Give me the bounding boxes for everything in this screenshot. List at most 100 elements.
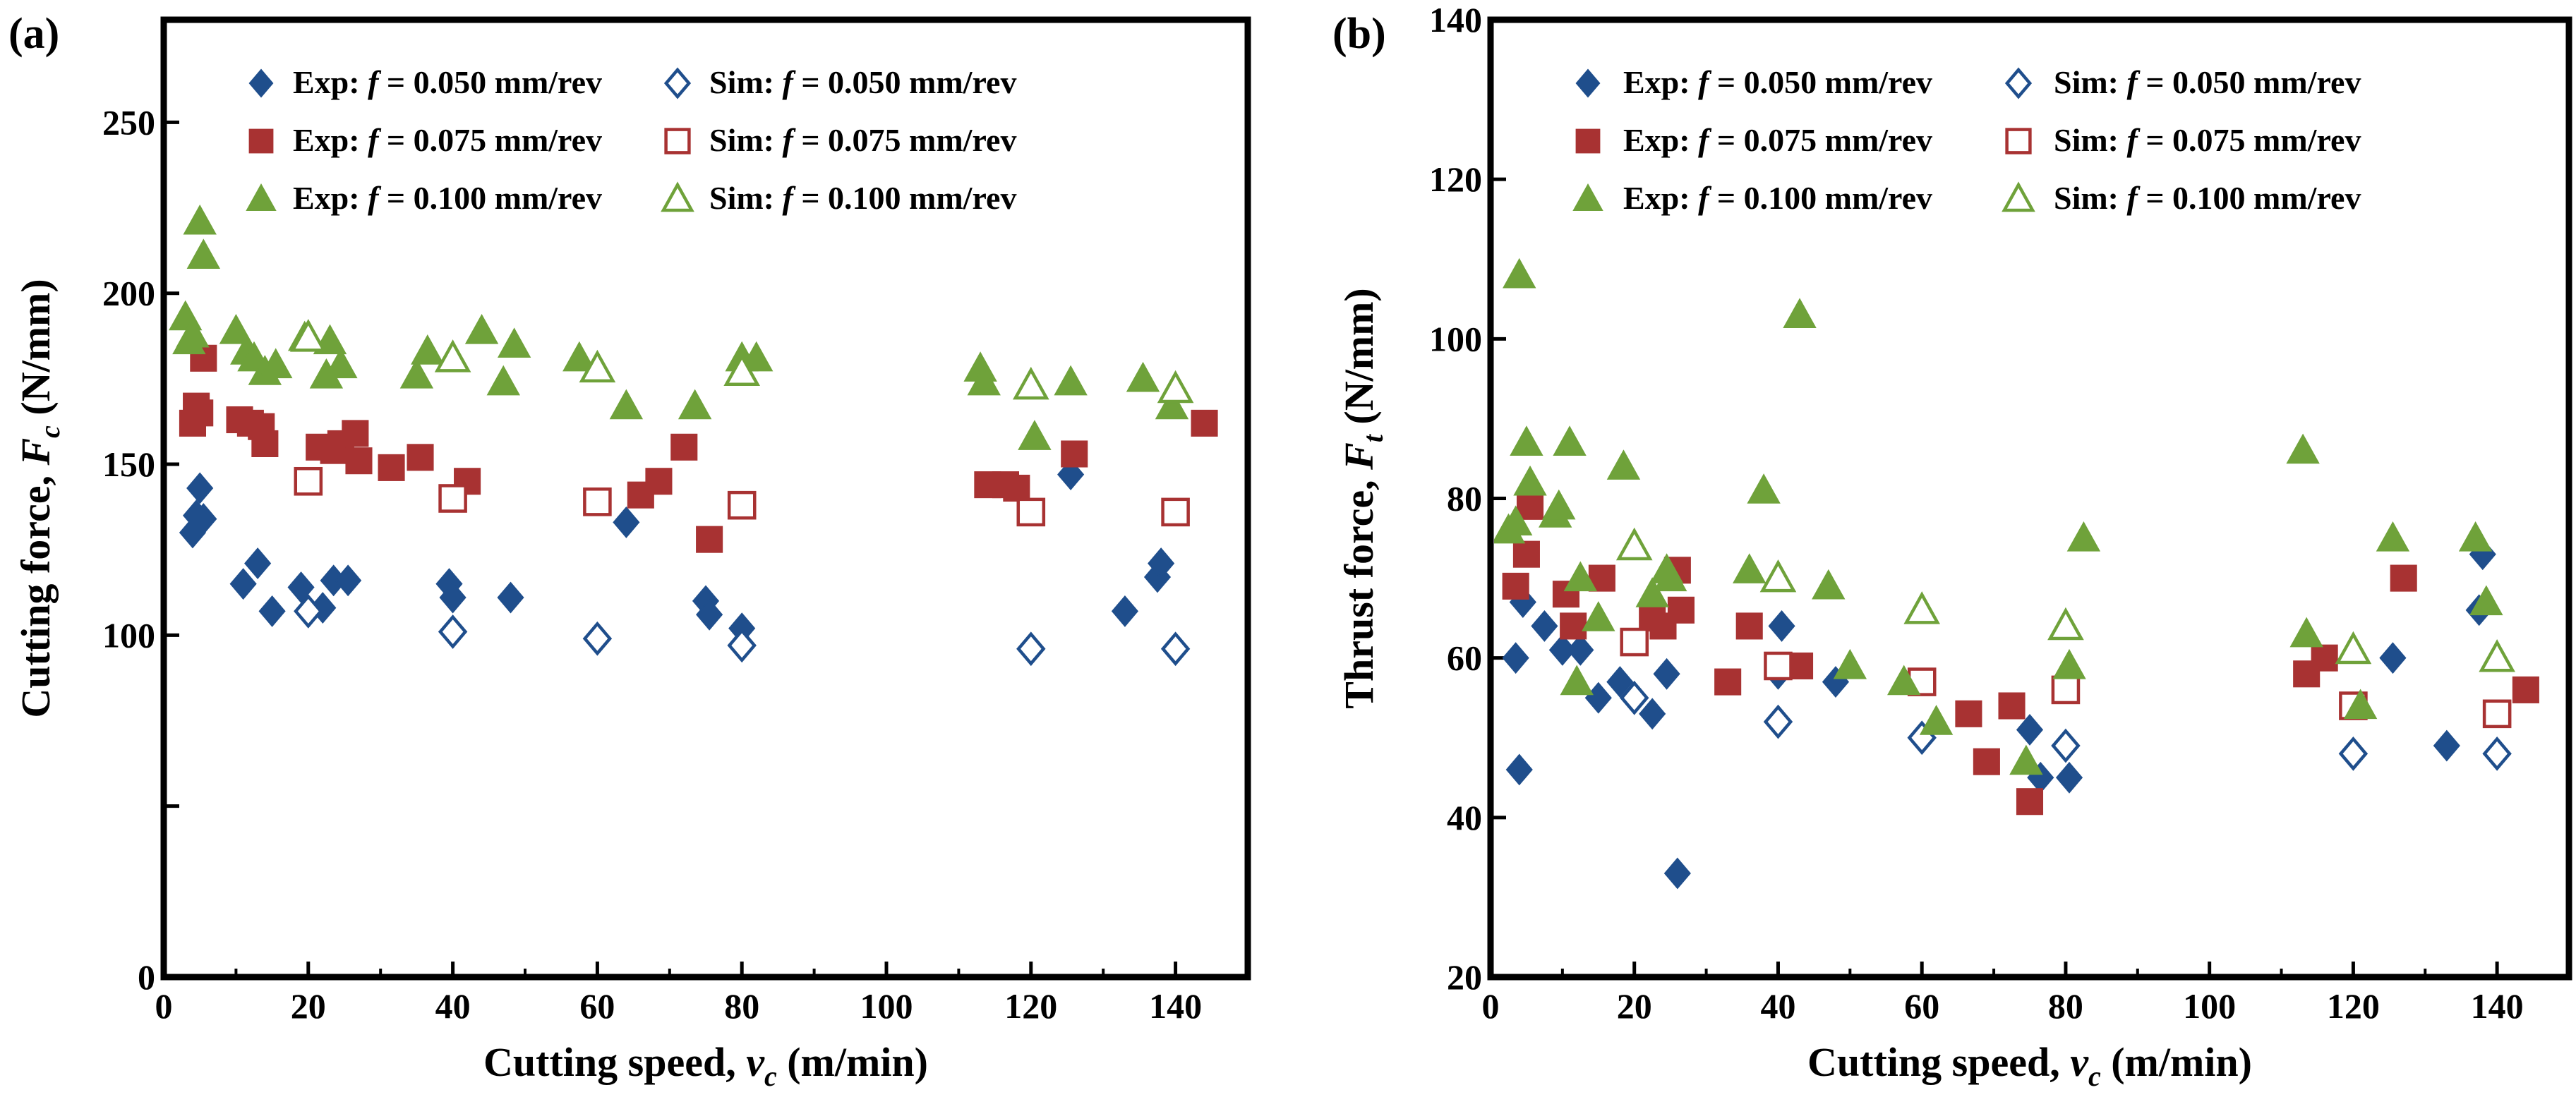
sim-triangle-point xyxy=(2335,631,2372,665)
legend-sim-triangle-marker xyxy=(661,181,694,212)
exp-triangle-point xyxy=(464,313,499,344)
exp-triangle-point xyxy=(2066,521,2101,552)
exp-triangle-point xyxy=(1542,489,1576,520)
sim-diamond-point xyxy=(2482,736,2512,771)
exp-diamond-point xyxy=(1663,857,1691,890)
legend-exp-triangle-marker xyxy=(246,183,277,211)
sim-triangle-point xyxy=(2047,607,2084,641)
sim-triangle-point xyxy=(579,349,616,383)
exp-triangle-point xyxy=(739,341,774,372)
x-tick-label: 120 xyxy=(1004,986,1057,1026)
sim-triangle-point xyxy=(1157,370,1194,404)
exp-diamond-point xyxy=(1505,753,1533,786)
exp-triangle-point xyxy=(1887,665,1921,696)
sim-triangle-point xyxy=(2479,639,2515,672)
exp-square-point xyxy=(1560,612,1587,640)
exp-triangle-point xyxy=(399,358,434,389)
exp-square-point xyxy=(2293,660,2321,688)
exp-triangle-point xyxy=(1054,365,1088,396)
exp-square-point xyxy=(342,420,369,447)
exp-square-point xyxy=(454,468,481,495)
sim-square-point xyxy=(1161,497,1190,527)
exp-square-point xyxy=(1667,596,1695,624)
y-axis-title: Cutting force, Fc (N/mm) xyxy=(13,279,66,717)
sim-triangle-point xyxy=(289,319,327,352)
exp-diamond-point xyxy=(1548,634,1576,666)
exp-diamond-point xyxy=(287,571,315,603)
exp-square-point xyxy=(1973,748,2000,775)
legend-exp-diamond-marker xyxy=(1575,68,1601,98)
exp-square-point xyxy=(1502,572,1529,600)
sim-square-point xyxy=(1016,497,1046,527)
exp-triangle-point xyxy=(2376,521,2410,552)
exp-diamond-point xyxy=(1653,657,1680,690)
exp-triangle-point xyxy=(1126,361,1160,392)
sim-triangle-point xyxy=(1759,559,1797,593)
exp-diamond-point xyxy=(335,564,362,597)
exp-diamond-point xyxy=(2016,713,2044,746)
y-tick-label: 100 xyxy=(102,615,155,655)
sim-square-point xyxy=(1764,651,1793,681)
exp-square-point xyxy=(345,447,373,475)
exp-diamond-point xyxy=(2433,729,2460,762)
exp-triangle-point xyxy=(1503,257,1536,289)
y-axis-title: Thrust force, Ft (N/mm) xyxy=(1336,288,1389,708)
exp-triangle-point xyxy=(2009,744,2043,775)
exp-triangle-point xyxy=(1783,298,1817,329)
exp-diamond-point xyxy=(1606,666,1634,698)
exp-triangle-point xyxy=(176,317,210,348)
exp-triangle-point xyxy=(1510,425,1543,456)
exp-triangle-point xyxy=(1553,425,1587,456)
exp-square-point xyxy=(1191,409,1218,437)
exp-diamond-point xyxy=(696,598,723,631)
panel-a: (a) 0 20 40 60 80 100 120 140 0 100 150 200 250 Cuttin… xyxy=(8,10,1251,1092)
exp-diamond-point xyxy=(1768,610,1795,642)
exp-diamond-point xyxy=(1639,698,1666,730)
exp-triangle-point xyxy=(1747,473,1781,504)
exp-square-point xyxy=(1955,700,1982,727)
exp-triangle-point xyxy=(1513,465,1547,496)
x-tick-label: 140 xyxy=(1149,986,1202,1026)
x-tick-label: 60 xyxy=(579,986,615,1026)
legend-sim-square-marker xyxy=(2005,128,2032,154)
exp-triangle-point xyxy=(1919,705,1954,735)
exp-diamond-point xyxy=(497,581,524,614)
exp-diamond-point xyxy=(1502,642,1529,674)
exp-diamond-point xyxy=(439,581,467,614)
exp-square-point xyxy=(1512,540,1540,568)
legend-entry-label: Exp: f = 0.100 mm/rev xyxy=(293,180,602,216)
legend-entry-label: Exp: f = 0.075 mm/rev xyxy=(1623,122,1932,158)
exp-square-point xyxy=(1061,440,1088,468)
y-tick-label: 20 xyxy=(1447,957,1482,997)
x-tick-label: 40 xyxy=(435,986,471,1026)
legend-sim-triangle-marker xyxy=(2002,181,2035,212)
exp-triangle-point xyxy=(1563,561,1598,592)
legend-entry-label: Sim: f = 0.075 mm/rev xyxy=(2054,122,2361,158)
x-tick-label: 20 xyxy=(291,986,326,1026)
legend-exp-triangle-marker xyxy=(1572,183,1603,211)
exp-diamond-point xyxy=(1111,595,1138,627)
x-tick-label: 20 xyxy=(1617,986,1652,1026)
sim-diamond-point xyxy=(1620,680,1649,715)
exp-triangle-point xyxy=(411,334,445,365)
y-tick-label: 60 xyxy=(1447,638,1482,678)
x-tick-label: 100 xyxy=(2183,986,2236,1026)
exp-triangle-point xyxy=(2469,585,2503,616)
exp-diamond-point xyxy=(186,472,214,504)
exp-square-point xyxy=(407,444,434,471)
x-tick-label: 80 xyxy=(724,986,759,1026)
sim-square-point xyxy=(2482,699,2512,729)
exp-triangle-point xyxy=(1582,601,1615,631)
sim-diamond-point xyxy=(727,628,757,663)
exp-square-point xyxy=(378,454,405,481)
sim-diamond-point xyxy=(1160,631,1191,667)
legend-entry-label: Exp: f = 0.050 mm/rev xyxy=(293,64,602,100)
exp-triangle-point xyxy=(1635,577,1669,607)
legend-entry-label: Sim: f = 0.050 mm/rev xyxy=(709,64,1016,100)
legend-exp-square-marker xyxy=(1575,128,1601,154)
y-tick-label: 100 xyxy=(1429,319,1482,358)
exp-triangle-point xyxy=(1812,569,1846,600)
exp-triangle-point xyxy=(324,348,358,379)
exp-diamond-point xyxy=(1531,610,1558,642)
legend-exp-diamond-marker xyxy=(248,68,274,98)
